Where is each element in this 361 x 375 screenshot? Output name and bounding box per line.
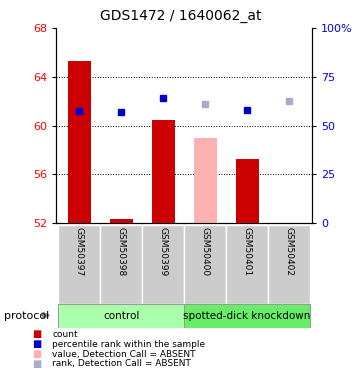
Bar [184,304,310,328]
Text: GSM50401: GSM50401 [243,227,252,276]
Text: ■: ■ [32,349,42,359]
Text: GSM50400: GSM50400 [201,227,210,276]
Text: count: count [52,330,78,339]
Text: GDS1472 / 1640062_at: GDS1472 / 1640062_at [100,9,261,23]
Text: ■: ■ [32,359,42,369]
Text: value, Detection Call = ABSENT: value, Detection Call = ABSENT [52,350,196,358]
Text: GSM50398: GSM50398 [117,227,126,277]
Bar [68,61,91,223]
Bar [193,138,217,223]
Text: protocol: protocol [4,311,49,321]
Text: GSM50399: GSM50399 [158,227,168,277]
Bar [58,225,100,304]
Text: control: control [103,311,139,321]
Text: spotted-dick knockdown: spotted-dick knockdown [183,311,311,321]
Text: GSM50397: GSM50397 [75,227,83,277]
Bar [226,225,268,304]
Text: GSM50402: GSM50402 [285,227,293,276]
Bar [109,219,132,223]
Bar [100,225,142,304]
Text: ■: ■ [32,330,42,339]
Text: rank, Detection Call = ABSENT: rank, Detection Call = ABSENT [52,359,191,368]
Bar [184,225,226,304]
Bar [58,304,184,328]
Bar [236,159,259,223]
Bar [152,120,175,223]
Bar [142,225,184,304]
Text: ■: ■ [32,339,42,349]
Bar [268,225,310,304]
Text: percentile rank within the sample: percentile rank within the sample [52,340,205,349]
